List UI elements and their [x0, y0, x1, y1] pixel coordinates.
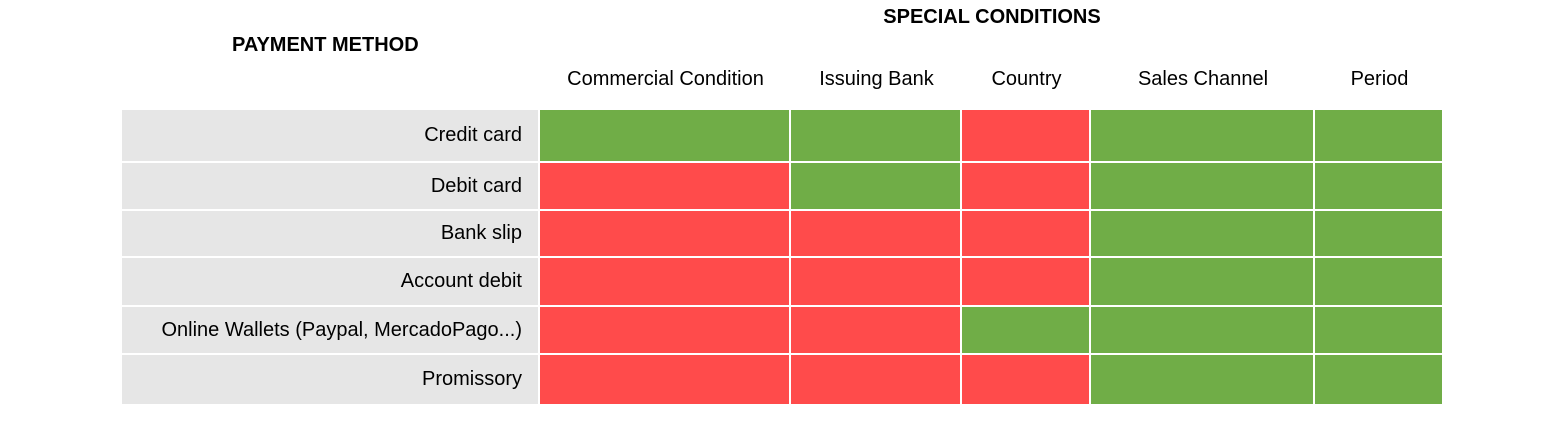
condition-cell — [1315, 258, 1442, 305]
condition-cell — [962, 258, 1089, 305]
column-header: Sales Channel — [1137, 68, 1269, 90]
condition-cell — [1315, 163, 1442, 209]
column-header: Country — [991, 68, 1062, 90]
condition-cell — [1091, 211, 1313, 256]
special-conditions-header: SPECIAL CONDITIONS — [883, 6, 1101, 28]
condition-cell — [791, 211, 960, 256]
row-label: Online Wallets (Paypal, MercadoPago...) — [122, 307, 538, 353]
row-label: Promissory — [122, 355, 538, 404]
condition-cell — [791, 258, 960, 305]
column-header: Commercial Condition — [567, 68, 764, 90]
column-header: Issuing Bank — [819, 68, 934, 90]
row-label: Debit card — [122, 163, 538, 209]
condition-cell — [791, 110, 960, 161]
condition-cell — [791, 307, 960, 353]
condition-cell — [1315, 110, 1442, 161]
condition-cell — [962, 110, 1089, 161]
column-header: Period — [1350, 68, 1409, 90]
condition-cell — [1091, 110, 1313, 161]
condition-cell — [1315, 211, 1442, 256]
condition-cell — [540, 258, 789, 305]
condition-cell — [1091, 355, 1313, 404]
condition-cell — [1091, 258, 1313, 305]
condition-cell — [1315, 307, 1442, 353]
condition-cell — [1091, 307, 1313, 353]
condition-cell — [1091, 163, 1313, 209]
row-label: Bank slip — [122, 211, 538, 256]
condition-cell — [540, 307, 789, 353]
condition-cell — [540, 355, 789, 404]
condition-cell — [962, 211, 1089, 256]
condition-cell — [962, 163, 1089, 209]
condition-cell — [962, 355, 1089, 404]
condition-cell — [791, 163, 960, 209]
condition-cell — [540, 110, 789, 161]
row-label: Credit card — [122, 110, 538, 161]
row-label: Account debit — [122, 258, 538, 305]
condition-cell — [1315, 355, 1442, 404]
condition-cell — [962, 307, 1089, 353]
condition-cell — [540, 163, 789, 209]
condition-cell — [791, 355, 960, 404]
payment-method-header: PAYMENT METHOD — [232, 34, 419, 56]
condition-cell — [540, 211, 789, 256]
